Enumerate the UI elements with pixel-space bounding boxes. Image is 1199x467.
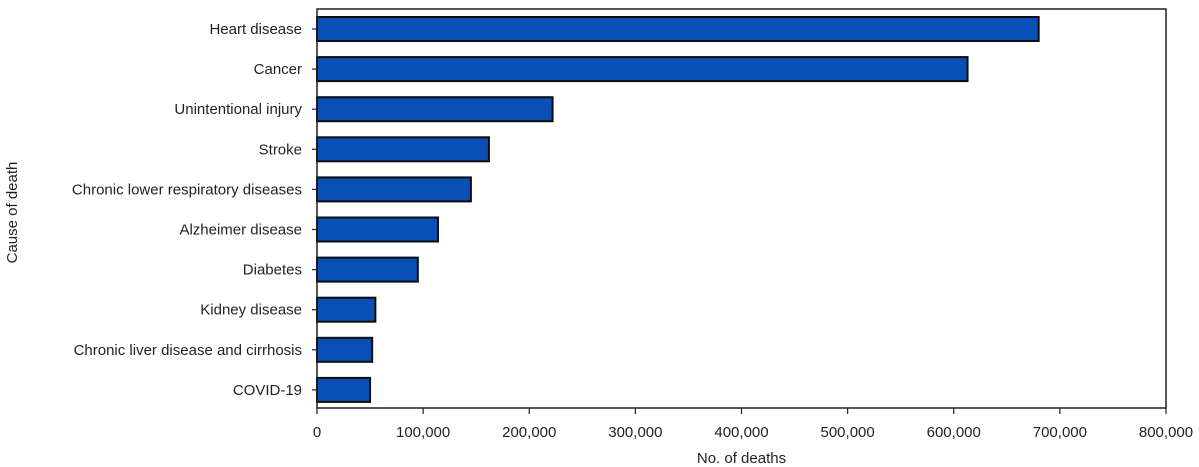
- bar-covid-19: [316, 376, 372, 403]
- category-label: Cancer: [254, 61, 302, 78]
- category-label: Alzheimer disease: [179, 222, 302, 239]
- bar-kidney-disease: [316, 296, 377, 323]
- bar-unintentional-injury: [316, 96, 554, 123]
- category-label: Stroke: [259, 141, 302, 158]
- x-tick-label: 800,000: [1139, 424, 1193, 441]
- category-label: Chronic liver disease and cirrhosis: [74, 342, 302, 359]
- x-axis-title: No. of deaths: [697, 450, 786, 467]
- x-tick-label: 600,000: [927, 424, 981, 441]
- x-tick-label: 400,000: [714, 424, 768, 441]
- category-label: Kidney disease: [200, 302, 302, 319]
- x-tick-label: 200,000: [502, 424, 556, 441]
- category-label: Diabetes: [243, 262, 302, 279]
- x-axis: 0 100,000 200,000 300,000 400,000 500,000 600,…: [313, 408, 1193, 441]
- category-label: Chronic lower respiratory diseases: [72, 181, 302, 198]
- category-labels: Heart disease Cancer Unintentional injury S…: [72, 21, 317, 399]
- x-tick-label: 500,000: [821, 424, 875, 441]
- bar-chronic-lower-respiratory-diseases: [316, 176, 472, 203]
- bar-chronic-liver-disease-and-cirrhosis: [316, 336, 374, 363]
- category-label: COVID-19: [233, 382, 302, 399]
- bar-diabetes: [316, 256, 419, 283]
- x-tick-label: 100,000: [396, 424, 450, 441]
- x-tick-label: 300,000: [608, 424, 662, 441]
- bars: [316, 16, 1040, 403]
- category-label: Unintentional injury: [174, 101, 302, 118]
- y-axis-title: Cause of death: [4, 162, 21, 264]
- category-label: Heart disease: [209, 21, 302, 38]
- x-tick-label: 700,000: [1033, 424, 1087, 441]
- bar-cancer: [316, 56, 969, 83]
- bar-heart-disease: [316, 16, 1040, 42]
- x-tick-label: 0: [313, 424, 321, 441]
- bar-alzheimer-disease: [316, 216, 439, 243]
- bar-stroke: [316, 136, 490, 163]
